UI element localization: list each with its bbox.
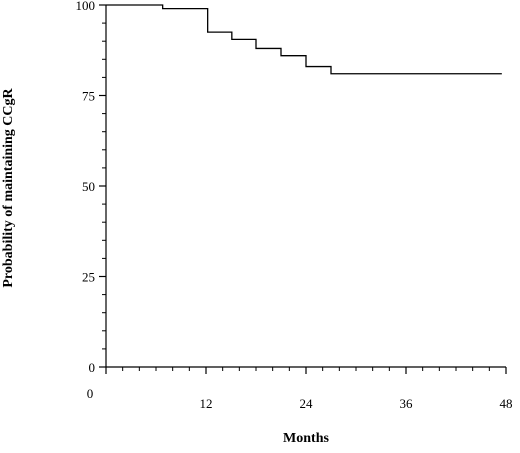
y-tick-label: 75 [82, 89, 95, 104]
y-tick-label: 25 [82, 270, 95, 285]
tick-marks [99, 4, 507, 374]
y-tick-label: 0 [89, 360, 96, 375]
x-tick-label: 0 [87, 386, 94, 401]
y-tick-label: 100 [76, 0, 96, 13]
x-tick-label: 24 [300, 396, 314, 411]
y-tick-label: 50 [82, 179, 95, 194]
x-axis-title: Months [283, 431, 329, 446]
x-tick-label: 48 [500, 396, 513, 411]
y-axis-title: Probability of maintaining CCgR [1, 87, 16, 287]
tick-labels: 0 25 50 75 100 0 12 24 36 48 [76, 0, 513, 411]
survival-step-line [106, 4, 502, 75]
x-tick-label: 12 [200, 396, 213, 411]
series-group [106, 4, 502, 75]
x-tick-label: 36 [400, 396, 414, 411]
